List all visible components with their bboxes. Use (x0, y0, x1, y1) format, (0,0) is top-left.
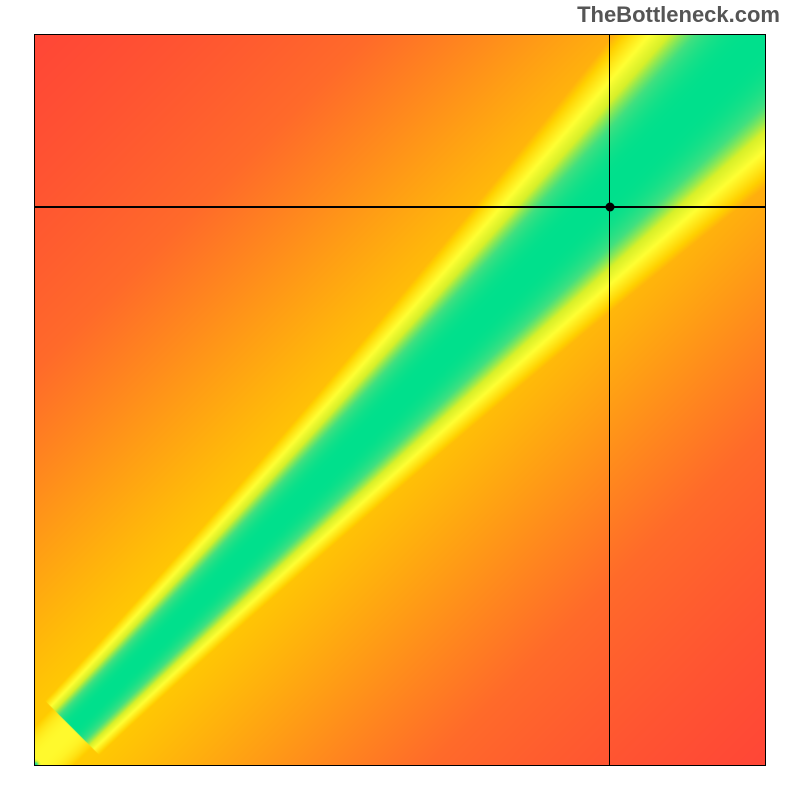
heatmap-plot (34, 34, 766, 766)
chart-container: TheBottleneck.com (0, 0, 800, 800)
data-point-marker (605, 203, 614, 212)
heatmap-canvas (35, 35, 765, 765)
watermark-text: TheBottleneck.com (577, 2, 780, 28)
crosshair-vertical (609, 35, 611, 765)
crosshair-horizontal (35, 206, 765, 208)
